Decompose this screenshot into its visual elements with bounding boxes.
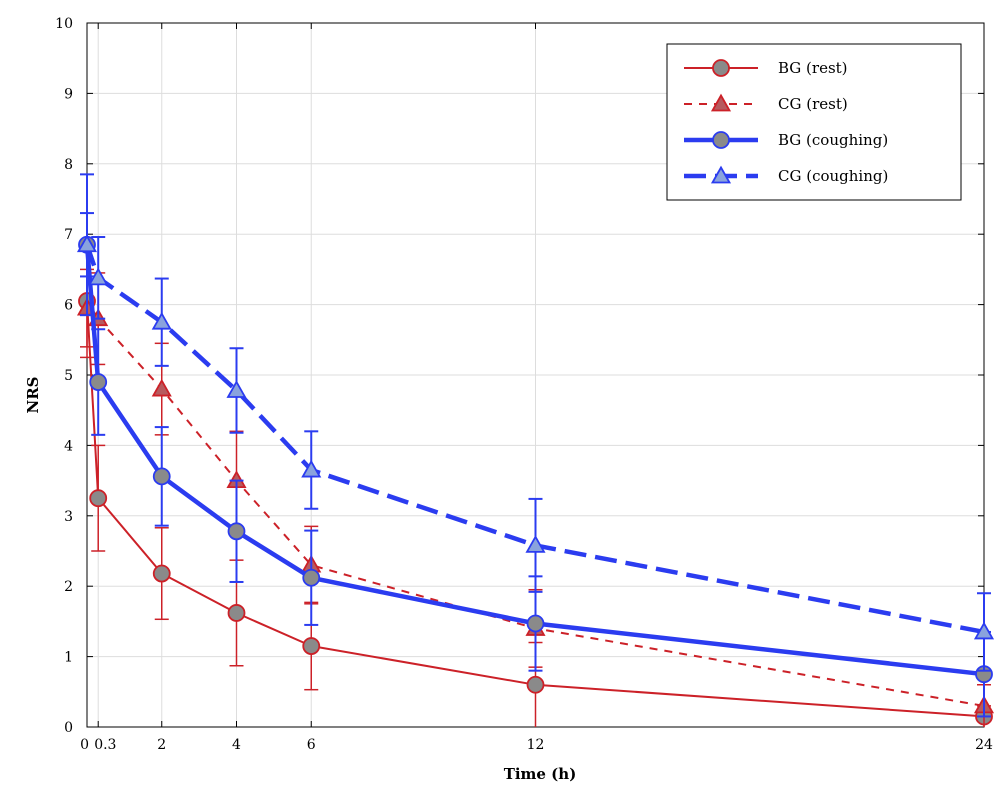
legend-item: CG (coughing) xyxy=(684,165,888,185)
y-tick-label: 10 xyxy=(55,16,73,32)
series-bg-coughing xyxy=(78,212,993,718)
data-point xyxy=(151,378,172,397)
data-point xyxy=(151,311,172,330)
x-axis-label: Time (h) xyxy=(504,765,577,783)
data-point xyxy=(973,621,995,640)
legend-item: CG (rest) xyxy=(684,93,848,113)
x-tick-label: 0.3 xyxy=(94,737,116,753)
x-tick-label: 4 xyxy=(232,737,241,753)
data-point xyxy=(88,267,109,286)
legend-label: BG (rest) xyxy=(778,59,848,77)
data-point xyxy=(152,564,171,583)
legend-marker xyxy=(712,59,730,77)
data-point xyxy=(227,522,246,541)
legend: BG (rest) CG (rest) BG (coughing) CG (cough… xyxy=(666,43,962,201)
data-point xyxy=(227,604,246,622)
x-axis-ticks: 0 0.3 2 4 6 12 24 xyxy=(80,23,993,753)
series-cg-coughing xyxy=(76,173,995,672)
x-tick-label: 24 xyxy=(975,737,993,753)
data-point xyxy=(302,568,321,587)
data-point xyxy=(302,637,321,655)
x-tick-label: 6 xyxy=(307,737,316,753)
y-tick-label: 1 xyxy=(64,650,73,666)
legend-item: BG (rest) xyxy=(684,59,848,77)
y-tick-label: 0 xyxy=(64,720,73,736)
data-point xyxy=(226,380,247,398)
legend-label: CG (coughing) xyxy=(778,167,888,185)
legend-marker xyxy=(710,93,732,112)
legend-marker xyxy=(712,131,730,149)
y-axis-label: NRS xyxy=(24,376,42,413)
legend-label: BG (coughing) xyxy=(778,131,888,149)
legend-label: CG (rest) xyxy=(778,95,848,113)
y-tick-label: 6 xyxy=(64,298,73,314)
y-tick-label: 7 xyxy=(64,227,73,243)
data-point xyxy=(526,675,545,694)
y-tick-label: 5 xyxy=(64,368,73,384)
x-tick-label: 12 xyxy=(527,737,545,753)
y-tick-label: 2 xyxy=(64,579,73,595)
data-point xyxy=(152,467,171,486)
y-tick-label: 4 xyxy=(64,438,73,454)
series-layer xyxy=(76,173,995,727)
x-tick-label: 2 xyxy=(157,737,166,753)
legend-marker xyxy=(710,165,732,184)
y-tick-label: 8 xyxy=(64,157,73,173)
data-point xyxy=(301,459,322,478)
data-point xyxy=(89,373,108,391)
legend-item: BG (coughing) xyxy=(684,131,888,149)
data-point xyxy=(89,489,108,508)
y-tick-label: 9 xyxy=(64,86,73,102)
data-point xyxy=(526,614,545,633)
y-tick-label: 3 xyxy=(64,509,73,525)
y-axis-ticks: 0 1 2 3 4 5 6 7 8 9 10 xyxy=(55,16,984,736)
x-tick-label: 0 xyxy=(80,737,89,753)
data-point xyxy=(525,535,546,553)
data-point xyxy=(76,234,98,253)
